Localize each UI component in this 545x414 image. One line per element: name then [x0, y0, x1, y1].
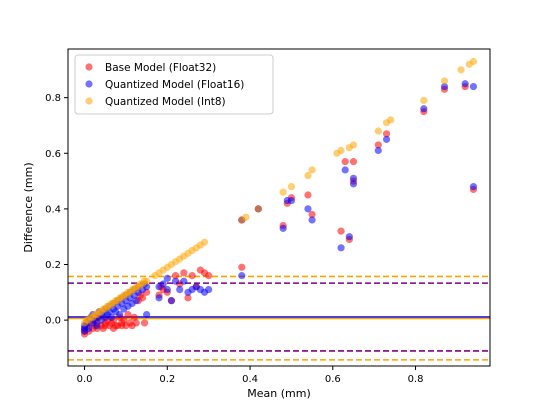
point-s1-71 [345, 233, 353, 241]
point-s1-70 [341, 166, 349, 174]
point-s0-47 [188, 272, 196, 280]
y-tick-label-2: 0.4 [45, 204, 61, 215]
point-s2-47 [279, 188, 287, 196]
point-s2-45 [242, 213, 250, 221]
point-s1-27 [116, 310, 124, 319]
point-s1-72 [349, 180, 358, 188]
point-s1-67 [304, 205, 312, 213]
point-s0-45 [180, 269, 188, 277]
point-s1-74 [374, 146, 382, 155]
point-s1-73 [349, 174, 358, 182]
point-s0-61 [341, 158, 349, 166]
legend-label-2: Quantized Model (Int8) [105, 96, 226, 108]
point-s1-49 [163, 285, 171, 294]
point-s0-52 [238, 263, 246, 271]
point-s2-59 [440, 77, 449, 85]
point-s1-78 [461, 80, 469, 88]
point-s0-66 [382, 130, 391, 138]
x-tick-label-1: 0.2 [159, 374, 175, 385]
point-s2-60 [457, 66, 465, 74]
point-s1-54 [180, 277, 188, 285]
x-axis-label: Mean (mm) [247, 387, 310, 400]
point-s1-52 [171, 277, 180, 285]
legend-label-0: Base Model (Float32) [105, 62, 216, 74]
y-tick-label-0: 0.0 [45, 316, 61, 327]
point-s1-80 [469, 183, 478, 191]
point-s0-65 [374, 141, 382, 149]
point-s2-62 [469, 57, 478, 66]
x-tick-label-4: 0.8 [408, 374, 424, 385]
data-points [80, 57, 478, 338]
x-tick-label-3: 0.6 [325, 374, 341, 385]
point-s0-46 [184, 294, 192, 302]
point-s1-61 [238, 272, 246, 280]
point-s1-79 [469, 82, 478, 91]
point-s1-48 [159, 280, 167, 288]
y-axis-ticks: 0.0 0.2 0.4 0.6 0.8 [45, 93, 68, 327]
legend-label-1: Quantized Model (Float16) [105, 79, 244, 91]
point-s2-46 [254, 205, 262, 213]
x-axis-ticks: 0.0 0.2 0.4 0.6 0.8 [77, 366, 424, 385]
point-s0-58 [304, 191, 312, 199]
point-s2-52 [337, 146, 345, 155]
legend: Base Model (Float32) Quantized Model (Flo… [74, 54, 274, 115]
point-s0-59 [308, 210, 316, 219]
point-s1-68 [308, 216, 316, 224]
point-s1-47 [155, 294, 163, 302]
y-tick-label-3: 0.6 [45, 149, 61, 160]
point-s1-69 [337, 244, 345, 252]
y-tick-label-1: 0.2 [45, 260, 61, 271]
plot-frame [67, 48, 491, 367]
point-s1-11 [93, 322, 101, 330]
x-tick-label-0: 0.0 [77, 374, 93, 385]
point-s2-50 [308, 166, 316, 174]
point-s0-26 [120, 316, 128, 324]
point-s1-77 [440, 82, 449, 91]
point-s1-45 [143, 310, 151, 319]
point-s1-60 [205, 285, 213, 294]
point-s1-66 [287, 196, 296, 205]
y-tick-label-4: 0.8 [45, 93, 61, 104]
point-s1-53 [176, 285, 184, 294]
reference-lines [68, 275, 490, 361]
point-s1-39 [132, 297, 140, 305]
point-s2-43 [200, 238, 209, 246]
legend-box [74, 54, 274, 115]
point-s0-51 [205, 272, 213, 280]
point-s1-64 [279, 224, 287, 232]
point-s2-57 [387, 116, 395, 124]
point-s1-50 [163, 274, 171, 283]
point-s0-31 [130, 313, 138, 321]
point-s2-54 [349, 141, 358, 149]
legend-marker-2 [85, 97, 93, 105]
y-axis-label: Difference (mm) [22, 162, 35, 252]
point-s1-76 [420, 105, 428, 113]
legend-marker-0 [85, 63, 93, 71]
point-s0-36 [140, 319, 149, 327]
point-s0-60 [337, 227, 345, 235]
point-s0-35 [138, 294, 147, 302]
point-s2-30 [143, 277, 151, 285]
point-s1-51 [167, 297, 176, 305]
point-s2-58 [420, 96, 428, 105]
point-s0-43 [171, 272, 180, 280]
point-s0-64 [349, 158, 358, 166]
point-s2-55 [374, 127, 382, 135]
point-s0-32 [132, 319, 140, 327]
point-s2-48 [287, 183, 296, 191]
point-s1-75 [382, 135, 391, 143]
point-s2-49 [304, 171, 312, 180]
legend-marker-1 [85, 80, 93, 88]
point-s1-21 [107, 313, 116, 321]
point-s0-28 [124, 310, 132, 319]
point-s1-5 [85, 324, 93, 333]
x-tick-label-2: 0.4 [242, 374, 258, 385]
